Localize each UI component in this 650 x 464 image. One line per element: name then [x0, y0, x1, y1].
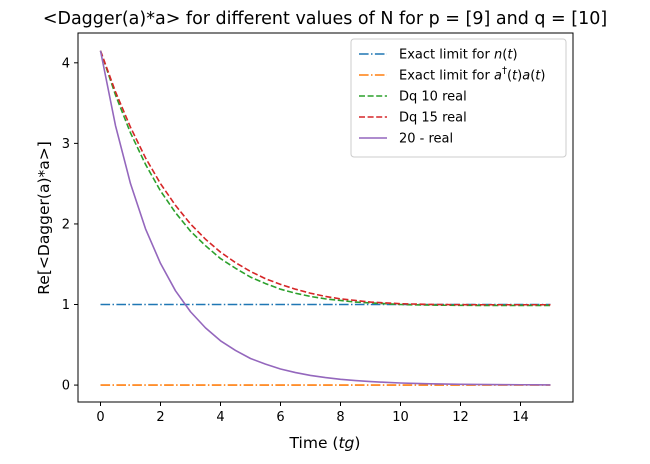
x-tick-label: 2 [156, 410, 164, 425]
y-axis-ticks: 0 1 2 3 4 [62, 56, 78, 394]
legend-label: Exact limit for a†(t)a(t) [399, 66, 545, 84]
series-line-4 [99, 50, 551, 306]
x-tick-label: 12 [452, 410, 469, 425]
y-axis-label: Re[<Dagger(a)*a>] [35, 141, 53, 295]
y-tick-label: 2 [62, 217, 70, 232]
y-tick-label: 4 [62, 56, 70, 71]
plot-frame [77, 32, 574, 403]
legend-label: Exact limit for n(t) [399, 48, 518, 63]
y-tick-label: 0 [62, 379, 70, 394]
y-tick-label: 3 [62, 137, 70, 152]
plot-lines [99, 50, 551, 386]
x-axis-label-prefix: Time ( [289, 434, 339, 452]
x-tick-label: 14 [512, 410, 529, 425]
legend-box [350, 38, 567, 158]
legend-label: 20 - real [399, 132, 453, 147]
x-axis-label: Time (tg) [289, 434, 361, 452]
x-tick-label: 10 [392, 410, 409, 425]
x-axis-label-suffix: ) [354, 434, 360, 452]
legend: Exact limit for n(t) Exact limit for a†(t… [350, 38, 567, 158]
series-line-5 [99, 50, 551, 386]
x-tick-label: 6 [276, 410, 284, 425]
x-tick-label: 8 [336, 410, 344, 425]
x-axis-label-italic: tg [338, 434, 354, 452]
x-tick-label: 0 [96, 410, 104, 425]
x-tick-label: 4 [216, 410, 224, 425]
y-tick-label: 1 [62, 298, 70, 313]
chart-title: <Dagger(a)*a> for different values of N … [43, 9, 607, 29]
legend-label: Dq 10 real [399, 90, 467, 105]
x-axis-ticks: 0 2 4 6 8 10 12 14 [96, 402, 529, 425]
legend-label: Dq 15 real [399, 111, 467, 126]
